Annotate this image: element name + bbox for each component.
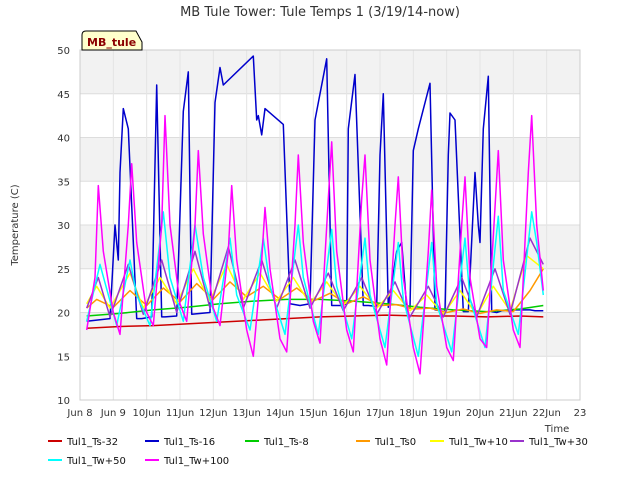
- y-axis: 10 15 20 25 30 35 40 45 50: [57, 46, 70, 407]
- legend-item: Tul1_Ts-32: [48, 437, 118, 448]
- plot-frame: [79, 49, 581, 401]
- x-tick-label: 11Jun: [166, 408, 194, 419]
- y-tick-label: 35: [57, 177, 70, 188]
- x-tick-label: 13Jun: [232, 408, 260, 419]
- legend: Tul1_Ts-32 Tul1_Ts-16 Tul1_Ts-8 Tul1_Ts0 Tul…: [48, 437, 588, 467]
- series-line-tul1-tw-100: [85, 114, 545, 375]
- x-tick-label: 22Jun: [532, 408, 560, 419]
- y-tick-label: 25: [57, 265, 70, 276]
- legend-item: Tul1_Ts-16: [145, 437, 215, 448]
- plot-bands: [80, 50, 580, 357]
- x-axis-label: Time: [544, 424, 569, 435]
- y-tick-label: 45: [57, 90, 70, 101]
- legend-label: Tul1_Ts-8: [263, 437, 309, 448]
- series-lines: [85, 55, 545, 375]
- legend-item: Tul1_Tw+100: [145, 456, 229, 467]
- y-tick-label: 20: [57, 309, 70, 320]
- x-axis: Jun 8 Jun 9 10Jun 11Jun 12Jun 13Jun 14Jun 15Jun…: [66, 408, 586, 419]
- y-tick-label: 40: [57, 134, 70, 145]
- x-tick-label: 10Jun: [132, 408, 160, 419]
- legend-item: Tul1_Tw+10: [430, 437, 508, 448]
- legend-item: Tul1_Tw+50: [48, 456, 126, 467]
- x-tick-label: 20Jun: [466, 408, 494, 419]
- x-tick-label: 21Jun: [499, 408, 527, 419]
- x-tick-label: Jun 9: [100, 408, 126, 419]
- legend-item: Tul1_Ts0: [356, 437, 416, 448]
- badge-shape: [81, 30, 143, 51]
- x-tick-label: Jun 8: [66, 408, 92, 419]
- x-tick-label: 23: [574, 408, 587, 419]
- badge-label: MB_tule: [87, 36, 136, 49]
- x-tick-label: 14Jun: [266, 408, 294, 419]
- x-tick-label: 16Jun: [332, 408, 360, 419]
- x-tick-label: 15Jun: [299, 408, 327, 419]
- x-tick-label: 17Jun: [366, 408, 394, 419]
- series-line-tul1-ts-16: [86, 55, 544, 323]
- legend-item: Tul1_Tw+30: [510, 437, 588, 448]
- legend-label: Tul1_Ts-32: [66, 437, 118, 448]
- plot-band: [80, 50, 580, 94]
- chart-title: MB Tule Tower: Tule Temps 1 (3/19/14-now…: [180, 5, 460, 20]
- legend-label: Tul1_Ts-16: [163, 437, 215, 448]
- legend-label: Tul1_Tw+50: [66, 456, 126, 467]
- x-tick-label: 12Jun: [199, 408, 227, 419]
- legend-label: Tul1_Ts0: [374, 437, 416, 448]
- y-tick-label: 10: [57, 396, 70, 407]
- plot-band: [80, 312, 580, 357]
- legend-label: Tul1_Tw+30: [528, 437, 588, 448]
- series-line-tul1-tw-50: [85, 211, 545, 358]
- x-tick-label: 18Jun: [399, 408, 427, 419]
- y-tick-label: 30: [57, 221, 70, 232]
- legend-item: Tul1_Ts-8: [245, 437, 309, 448]
- x-tick-label: 19Jun: [432, 408, 460, 419]
- y-tick-label: 15: [57, 352, 70, 363]
- dataset-badge: MB_tule: [81, 30, 143, 51]
- legend-label: Tul1_Tw+100: [163, 456, 229, 467]
- legend-label: Tul1_Tw+10: [448, 437, 508, 448]
- y-tick-label: 50: [57, 46, 70, 57]
- y-axis-label: Temperature (C): [10, 184, 21, 266]
